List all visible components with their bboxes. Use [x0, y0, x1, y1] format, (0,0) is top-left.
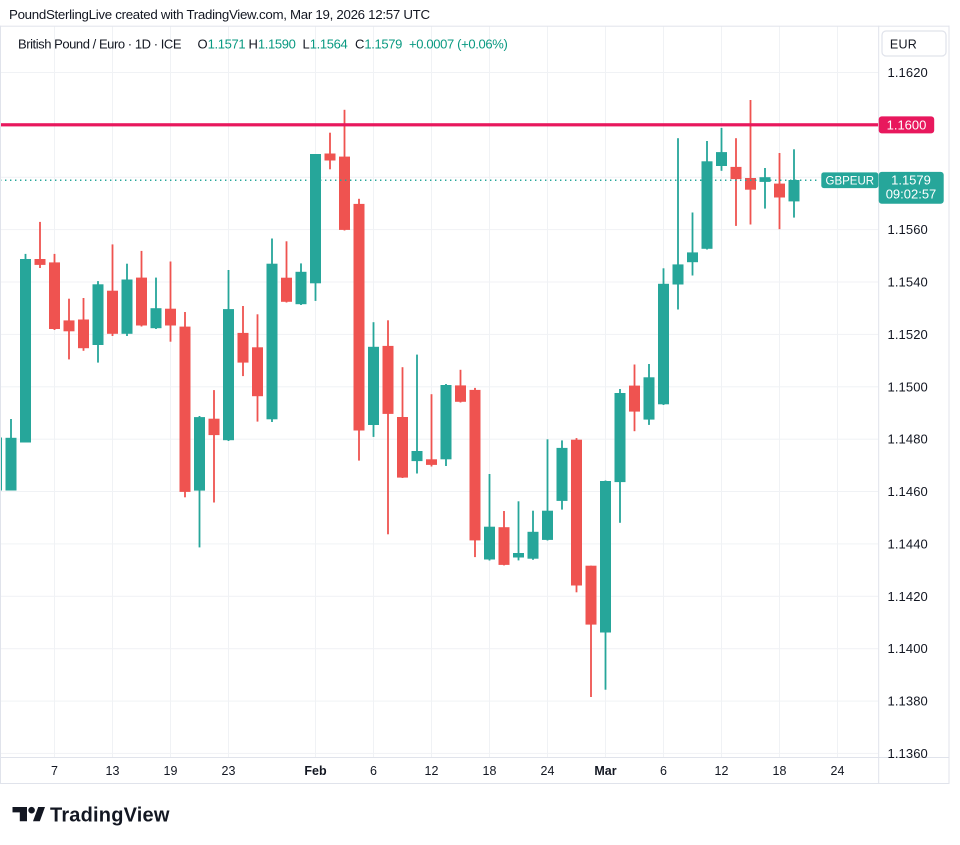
svg-text:1.1380: 1.1380 [888, 694, 928, 709]
svg-text:13: 13 [106, 764, 120, 778]
svg-text:1.1520: 1.1520 [888, 327, 928, 342]
svg-text:1.1579: 1.1579 [891, 173, 931, 188]
svg-text:1.1540: 1.1540 [888, 275, 928, 290]
svg-text:1.1360: 1.1360 [888, 746, 928, 761]
svg-text:1.1440: 1.1440 [888, 536, 928, 551]
svg-text:24: 24 [541, 764, 555, 778]
svg-text:TradingView: TradingView [50, 805, 170, 827]
svg-text:1.1500: 1.1500 [888, 379, 928, 394]
svg-text:24: 24 [831, 764, 845, 778]
svg-text:1.1480: 1.1480 [888, 432, 928, 447]
svg-text:British Pound / Euro · 1D · IC: British Pound / Euro · 1D · ICE O1.1571 H1… [18, 37, 507, 52]
svg-text:09:02:57: 09:02:57 [886, 187, 937, 202]
svg-text:1.1560: 1.1560 [888, 222, 928, 237]
svg-text:Mar: Mar [594, 764, 616, 778]
svg-text:EUR: EUR [890, 37, 917, 51]
svg-text:1.1600: 1.1600 [887, 118, 927, 133]
svg-text:18: 18 [483, 764, 497, 778]
svg-text:12: 12 [715, 764, 729, 778]
svg-text:1.1420: 1.1420 [888, 589, 928, 604]
svg-text:12: 12 [425, 764, 439, 778]
svg-text:6: 6 [370, 764, 377, 778]
svg-text:GBPEUR: GBPEUR [826, 175, 875, 187]
svg-text:7: 7 [51, 764, 58, 778]
svg-text:1.1460: 1.1460 [888, 484, 928, 499]
svg-text:1.1400: 1.1400 [888, 641, 928, 656]
svg-text:18: 18 [773, 764, 787, 778]
svg-text:6: 6 [660, 764, 667, 778]
svg-text:23: 23 [222, 764, 236, 778]
svg-text:Feb: Feb [304, 764, 327, 778]
svg-text:PoundSterlingLive created with: PoundSterlingLive created with TradingVi… [9, 7, 430, 22]
svg-text:19: 19 [164, 764, 178, 778]
svg-text:1.1620: 1.1620 [888, 65, 928, 80]
